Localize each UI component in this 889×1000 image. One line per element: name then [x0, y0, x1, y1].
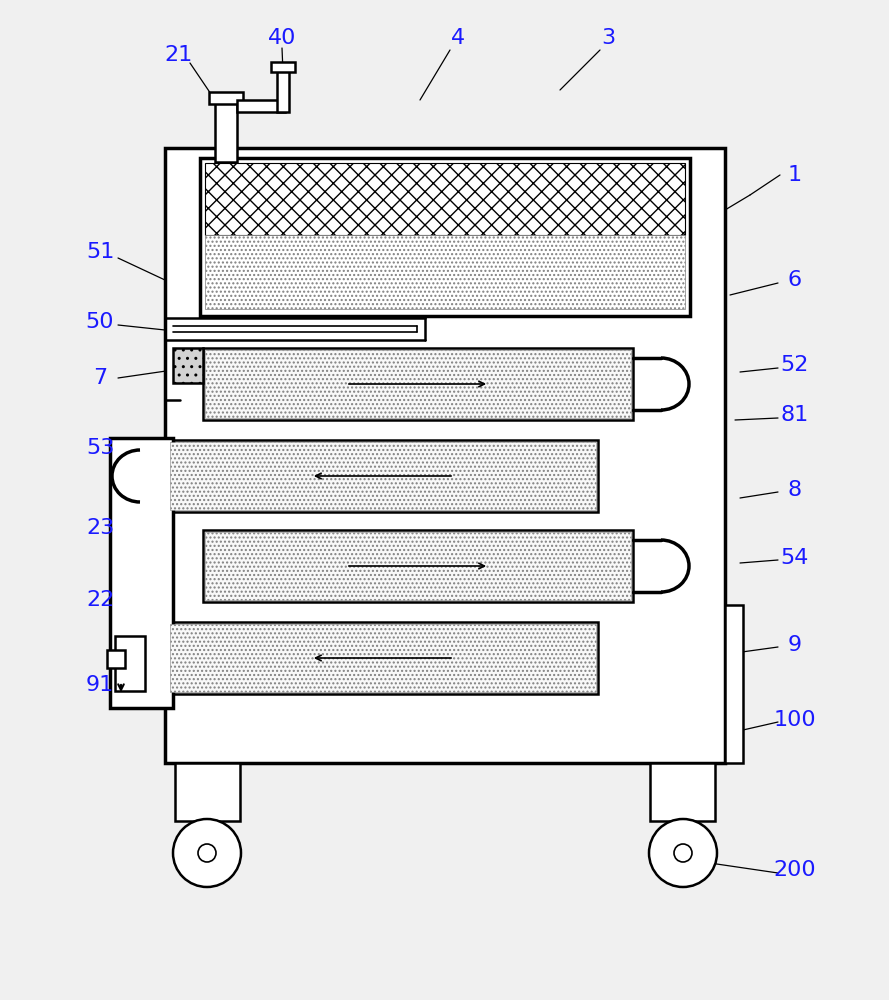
- Bar: [168, 440, 598, 512]
- Text: 52: 52: [781, 355, 809, 375]
- Text: 21: 21: [164, 45, 192, 65]
- Text: 3: 3: [601, 28, 615, 48]
- Bar: [115, 636, 145, 691]
- Text: 6: 6: [788, 270, 802, 290]
- Bar: [168, 622, 598, 694]
- Bar: [165, 148, 725, 763]
- Text: 54: 54: [781, 548, 809, 568]
- Bar: [205, 235, 685, 309]
- Circle shape: [674, 844, 692, 862]
- Text: 91: 91: [86, 675, 114, 695]
- Text: 8: 8: [788, 480, 802, 500]
- Text: 51: 51: [86, 242, 114, 262]
- Bar: [215, 100, 237, 162]
- Bar: [205, 532, 631, 600]
- Bar: [203, 530, 633, 602]
- Bar: [200, 158, 690, 316]
- Bar: [237, 100, 285, 112]
- Bar: [173, 348, 203, 383]
- Bar: [725, 605, 743, 763]
- Bar: [175, 763, 240, 821]
- Text: 40: 40: [268, 28, 296, 48]
- Bar: [277, 68, 289, 112]
- Bar: [209, 92, 243, 104]
- Text: 50: 50: [85, 312, 115, 332]
- Bar: [107, 650, 125, 668]
- Bar: [271, 62, 295, 72]
- Bar: [650, 763, 715, 821]
- Text: 81: 81: [781, 405, 809, 425]
- Text: 100: 100: [773, 710, 816, 730]
- Text: 23: 23: [86, 518, 114, 538]
- Text: 4: 4: [451, 28, 465, 48]
- Bar: [203, 348, 633, 420]
- Bar: [205, 350, 631, 418]
- Bar: [170, 624, 596, 692]
- Text: 53: 53: [86, 438, 114, 458]
- Text: 1: 1: [788, 165, 802, 185]
- Circle shape: [173, 819, 241, 887]
- Circle shape: [198, 844, 216, 862]
- Text: 9: 9: [788, 635, 802, 655]
- Bar: [205, 163, 685, 235]
- Bar: [110, 438, 173, 708]
- Text: 200: 200: [773, 860, 816, 880]
- Text: 22: 22: [86, 590, 114, 610]
- Circle shape: [649, 819, 717, 887]
- Text: 7: 7: [93, 368, 107, 388]
- Bar: [170, 442, 596, 510]
